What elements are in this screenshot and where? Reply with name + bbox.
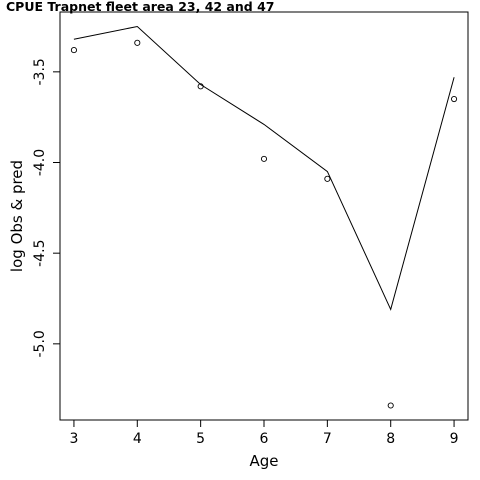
x-tick-label: 5 [196, 431, 205, 447]
y-axis-title: log Obs & pred [8, 160, 26, 272]
predicted-line [73, 25, 455, 311]
x-tick-label: 8 [386, 431, 395, 447]
observed-point [451, 95, 458, 103]
x-axis: 3 4 5 6 7 8 9 [69, 419, 459, 447]
observed-series [70, 39, 458, 409]
y-axis: -5.0 -4.5 -4.0 -3.5 [32, 58, 61, 358]
plot-frame [59, 11, 469, 421]
x-axis-title: Age [249, 452, 278, 470]
y-tick-label: -3.5 [32, 58, 48, 85]
observed-point [324, 175, 331, 182]
x-tick-label: 7 [323, 431, 332, 447]
observed-point [134, 39, 141, 46]
observed-point [260, 155, 268, 162]
y-tick-label: -4.0 [32, 149, 48, 176]
x-tick-label: 9 [450, 431, 459, 447]
x-tick-label: 4 [133, 431, 142, 447]
observed-point [197, 83, 204, 90]
y-tick-label: -4.5 [32, 240, 48, 267]
y-tick-label: -5.0 [32, 330, 48, 357]
observed-point [387, 402, 394, 409]
x-tick-label: 6 [260, 431, 269, 447]
x-tick-label: 3 [69, 431, 78, 447]
predicted-series [73, 25, 455, 311]
observed-point [70, 47, 77, 54]
chart-title: CPUE Trapnet fleet area 23, 42 and 47 [6, 0, 274, 14]
